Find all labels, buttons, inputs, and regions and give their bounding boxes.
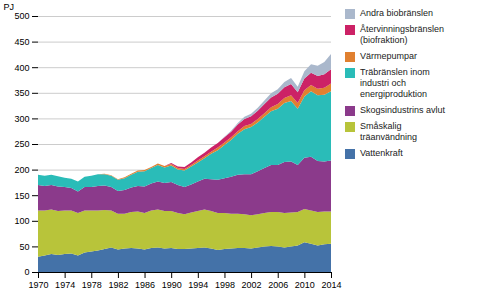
html-text:Andra biobränslen: Andra biobränslen <box>360 8 434 18</box>
svg-text:150: 150 <box>14 191 29 201</box>
svg-text:350: 350 <box>14 88 29 98</box>
svg-text:2010: 2010 <box>295 280 315 290</box>
svg-text:1978: 1978 <box>82 280 102 290</box>
html-text:Värmepumpar: Värmepumpar <box>360 51 417 61</box>
svg-text:500: 500 <box>14 11 29 21</box>
svg-text:50: 50 <box>19 242 29 252</box>
svg-text:1998: 1998 <box>215 280 235 290</box>
svg-text:1986: 1986 <box>135 280 155 290</box>
svg-text:100: 100 <box>14 216 29 226</box>
html-text:Återvinningsbränslen (biofrakt: Återvinningsbränslen (biofraktion) <box>360 24 445 45</box>
svg-text:450: 450 <box>14 37 29 47</box>
svg-text:1990: 1990 <box>162 280 182 290</box>
svg-text:300: 300 <box>14 114 29 124</box>
html-text:Träbränslen inom industri och: Träbränslen inom industri och energiprod… <box>360 67 430 99</box>
html-text:Skogsindustrins avlut: Skogsindustrins avlut <box>360 105 445 115</box>
svg-text:250: 250 <box>14 139 29 149</box>
svg-text:2014: 2014 <box>321 280 341 290</box>
svg-text:PJ: PJ <box>4 2 15 12</box>
svg-text:400: 400 <box>14 63 29 73</box>
svg-text:0: 0 <box>24 267 29 277</box>
svg-text:1982: 1982 <box>108 280 128 290</box>
svg-text:1974: 1974 <box>55 280 75 290</box>
svg-text:1970: 1970 <box>28 280 48 290</box>
svg-text:2006: 2006 <box>268 280 288 290</box>
svg-text:1994: 1994 <box>188 280 208 290</box>
svg-text:200: 200 <box>14 165 29 175</box>
html-text:Vattenkraft: Vattenkraft <box>360 148 403 158</box>
svg-text:2002: 2002 <box>242 280 262 290</box>
html-text:Småskalig träanvändning: Småskalig träanvändning <box>360 121 417 142</box>
